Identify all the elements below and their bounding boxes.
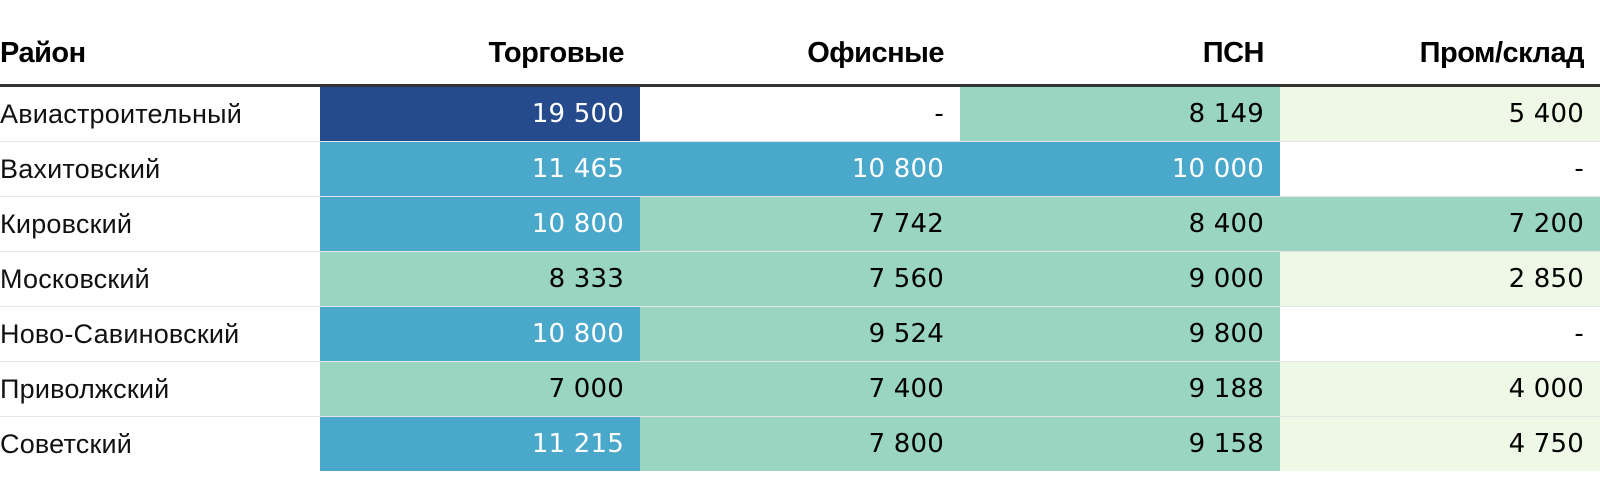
value-cell-office: 10 800 <box>640 141 960 197</box>
column-header-industrial: Пром/склад <box>1280 22 1600 87</box>
value-cell-industrial: 7 200 <box>1280 196 1600 252</box>
heatmap-table: Район Торговые Офисные ПСН Пром/склад Ав… <box>0 22 1600 471</box>
value-cell-industrial: 5 400 <box>1280 85 1600 142</box>
table-row: Ново-Савиновский 10 800 9 524 9 800- <box>0 306 1600 362</box>
district-name-cell: Приволжский <box>0 361 320 417</box>
value-cell-psn: 8 149 <box>960 85 1280 142</box>
table-row: Вахитовский 11 465 10 800 10 000- <box>0 141 1600 197</box>
column-header-district: Район <box>0 22 320 87</box>
value-cell-psn: 9 158 <box>960 416 1280 471</box>
value-cell-retail: 8 333 <box>320 251 640 307</box>
header-row: Район Торговые Офисные ПСН Пром/склад <box>0 22 1600 87</box>
value-cell-office: 9 524 <box>640 306 960 362</box>
column-header-retail: Торговые <box>320 22 640 87</box>
value-cell-office: 7 800 <box>640 416 960 471</box>
value-cell-retail: 10 800 <box>320 306 640 362</box>
value-cell-psn: 9 800 <box>960 306 1280 362</box>
value-cell-industrial: 4 000 <box>1280 361 1600 417</box>
value-cell-industrial: - <box>1280 306 1600 362</box>
column-header-psn: ПСН <box>960 22 1280 87</box>
column-header-office: Офисные <box>640 22 960 87</box>
district-name-cell: Вахитовский <box>0 141 320 197</box>
value-cell-industrial: 4 750 <box>1280 416 1600 471</box>
value-cell-retail: 11 215 <box>320 416 640 471</box>
table-row: Приволжский 7 000 7 400 9 188 4 000 <box>0 361 1600 417</box>
value-cell-retail: 11 465 <box>320 141 640 197</box>
district-name-cell: Ново-Савиновский <box>0 306 320 362</box>
table-row: Советский 11 215 7 800 9 158 4 750 <box>0 416 1600 471</box>
value-cell-psn: 9 188 <box>960 361 1280 417</box>
table-row: Авиастроительный 19 500-8 149 5 400 <box>0 85 1600 142</box>
table-body: Авиастроительный 19 500-8 149 5 400 Вахитов… <box>0 85 1600 471</box>
table-row: Московский 8 333 7 560 9 000 2 850 <box>0 251 1600 307</box>
value-cell-office: 7 560 <box>640 251 960 307</box>
value-cell-retail: 7 000 <box>320 361 640 417</box>
value-cell-office: 7 742 <box>640 196 960 252</box>
value-cell-retail: 19 500 <box>320 85 640 142</box>
district-name-cell: Советский <box>0 428 133 459</box>
value-cell-office: 7 400 <box>640 361 960 417</box>
table-header: Район Торговые Офисные ПСН Пром/склад <box>0 22 1600 87</box>
value-cell-retail: 10 800 <box>320 196 640 252</box>
value-cell-psn: 8 400 <box>960 196 1280 252</box>
district-name-cell: Авиастроительный <box>0 85 320 142</box>
value-cell-psn: 9 000 <box>960 251 1280 307</box>
value-cell-office: - <box>640 85 960 142</box>
value-cell-industrial: - <box>1280 141 1600 197</box>
value-cell-industrial: 2 850 <box>1280 251 1600 307</box>
district-name-cell: Кировский <box>0 196 320 252</box>
table-row: Кировский 10 800 7 742 8 400 7 200 <box>0 196 1600 252</box>
district-name-cell: Московский <box>0 251 320 307</box>
value-cell-psn: 10 000 <box>960 141 1280 197</box>
